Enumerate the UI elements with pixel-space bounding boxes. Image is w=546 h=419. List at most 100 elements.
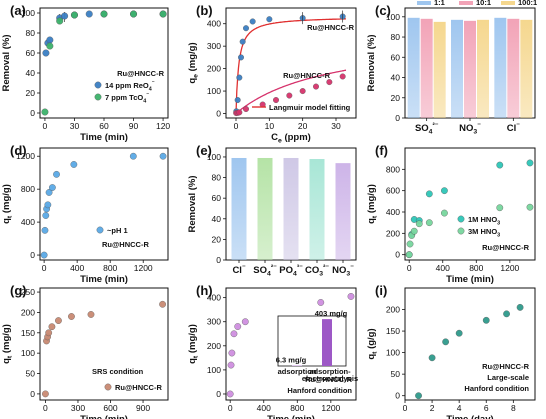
bar bbox=[520, 19, 533, 119]
y-tick-label: 250 bbox=[21, 287, 35, 297]
data-point bbox=[100, 10, 108, 18]
data-point bbox=[242, 106, 249, 113]
y-tick-label: 80 bbox=[212, 173, 222, 183]
data-point bbox=[61, 12, 69, 20]
y-axis-label: Removal (%) bbox=[366, 34, 377, 91]
inset-category: adsorption bbox=[278, 367, 317, 376]
legend-label: Ru@HNCC-R bbox=[115, 383, 162, 392]
data-point bbox=[48, 323, 56, 331]
y-axis-label: qt (g/g) bbox=[366, 328, 379, 359]
legend-label: 1:1 bbox=[434, 0, 445, 7]
x-tick-label: 1200 bbox=[500, 263, 519, 273]
fit-curve bbox=[235, 18, 346, 114]
inset-value-label: 6.3 mg/g bbox=[276, 355, 307, 364]
x-axis-label: Time (day) bbox=[446, 414, 493, 419]
y-tick-label: 40 bbox=[391, 73, 401, 83]
legend-title: Ru@HNCC-R bbox=[102, 240, 149, 249]
data-point bbox=[55, 317, 62, 324]
panel-label: (g) bbox=[10, 283, 27, 298]
y-tick-label: 40 bbox=[212, 214, 222, 224]
data-point bbox=[159, 10, 167, 18]
data-point bbox=[44, 201, 52, 209]
data-point bbox=[496, 161, 504, 169]
x-tick-label: 30 bbox=[70, 121, 80, 131]
inset-category: electrocatalysis bbox=[302, 374, 358, 383]
data-point bbox=[94, 93, 102, 101]
plot-frame bbox=[39, 7, 169, 119]
x-tick-label: 800 bbox=[469, 263, 483, 273]
data-point bbox=[428, 354, 436, 362]
data-point bbox=[234, 323, 242, 330]
x-tick-label: 0 bbox=[403, 403, 408, 413]
y-axis-label: qt (mg/g) bbox=[366, 184, 379, 224]
x-tick-label: 6 bbox=[484, 403, 489, 413]
x-tick-label: Cl⁻ bbox=[507, 123, 521, 135]
data-point bbox=[42, 212, 50, 219]
panel-c: (c) 0 20 40 60 80 100 Removal (%) SO4²⁻ NO3⁻ Cl⁻ 1:… bbox=[366, 0, 537, 136]
y-tick-label: 150 bbox=[386, 326, 400, 336]
legend-label: 100:1 bbox=[518, 0, 537, 7]
annotation: Large-scale bbox=[487, 373, 529, 382]
panel-i: (i) 0 50 100 150 200 0 2 4 6 8 qt (g/g) Time (day) Ru… bbox=[366, 283, 536, 419]
legend-label: 14 ppm ReO4⁻ bbox=[105, 81, 155, 93]
y-tick-label: 0 bbox=[30, 389, 35, 399]
y-axis-label: Removal (%) bbox=[1, 34, 12, 91]
data-point bbox=[96, 226, 104, 234]
data-point bbox=[68, 313, 75, 320]
legend-title: Ru@HNCC-R bbox=[117, 69, 164, 78]
data-point bbox=[237, 54, 244, 61]
panel-g: (g) 0 50 100 150 200 250 0 300 600 900 qt (mg/g) Tim… bbox=[1, 283, 169, 419]
x-tick-label: NO3⁻ bbox=[332, 265, 354, 278]
x-tick-label: 90 bbox=[129, 121, 139, 131]
panel-h: (h) 0 100 200 300 400 0 400 800 1200 qt (mg/g) Time… bbox=[187, 283, 358, 419]
y-tick-label: 60 bbox=[391, 52, 401, 62]
data-point bbox=[129, 152, 137, 160]
data-point bbox=[406, 240, 414, 248]
data-point bbox=[41, 226, 49, 234]
y-tick-label: 400 bbox=[207, 293, 221, 303]
bar bbox=[407, 17, 420, 119]
x-tick-label: 8 bbox=[511, 403, 516, 413]
data-point bbox=[236, 109, 243, 116]
y-tick-label: 1200 bbox=[16, 151, 35, 161]
x-tick-label: 0 bbox=[234, 121, 239, 131]
legend-swatch bbox=[501, 1, 515, 5]
legend-swatch bbox=[417, 1, 431, 5]
data-point bbox=[230, 330, 238, 338]
y-tick-label: 0 bbox=[395, 391, 400, 401]
data-point bbox=[410, 227, 418, 235]
legend-title: Ru@HNCC-R bbox=[482, 243, 529, 252]
y-axis-label: qe (mg/g) bbox=[187, 42, 200, 83]
x-tick-label: 800 bbox=[290, 403, 304, 413]
data-point bbox=[441, 187, 448, 195]
bar bbox=[283, 157, 299, 260]
plot-frame bbox=[39, 147, 169, 261]
panel-label: (b) bbox=[196, 3, 213, 18]
data-point bbox=[516, 303, 524, 311]
series-label: Ru@HNCC-R bbox=[307, 23, 354, 32]
data-point bbox=[313, 83, 320, 90]
x-tick-label: 60 bbox=[99, 121, 109, 131]
annotation: Hanford condition bbox=[464, 384, 529, 393]
data-point bbox=[425, 190, 433, 198]
data-point bbox=[159, 152, 167, 160]
y-tick-label: 800 bbox=[21, 184, 35, 194]
data-point bbox=[45, 189, 53, 196]
inset-value-label: 403 mg/g bbox=[315, 309, 348, 318]
y-tick-label: 200 bbox=[21, 307, 35, 317]
data-point bbox=[273, 97, 280, 104]
panel-label: (i) bbox=[375, 283, 387, 298]
data-point bbox=[326, 79, 333, 86]
data-point bbox=[228, 349, 236, 357]
panel-e: (e) 0 20 40 60 80 100 Removal (%) Cl⁻ SO4²⁻ PO4³⁻ C… bbox=[187, 143, 357, 278]
y-tick-label: 80 bbox=[26, 28, 36, 38]
x-tick-label: 400 bbox=[257, 403, 271, 413]
x-tick-label: SO4²⁻ bbox=[415, 123, 439, 136]
data-point bbox=[130, 10, 138, 18]
data-point bbox=[236, 74, 243, 81]
x-tick-label: Cl⁻ bbox=[232, 265, 246, 277]
y-tick-label: 20 bbox=[212, 234, 222, 244]
x-tick-label: SO4²⁻ bbox=[253, 265, 277, 278]
panel-label: (h) bbox=[196, 283, 213, 298]
legend-label: 7 ppm TcO4⁻ bbox=[105, 93, 149, 105]
